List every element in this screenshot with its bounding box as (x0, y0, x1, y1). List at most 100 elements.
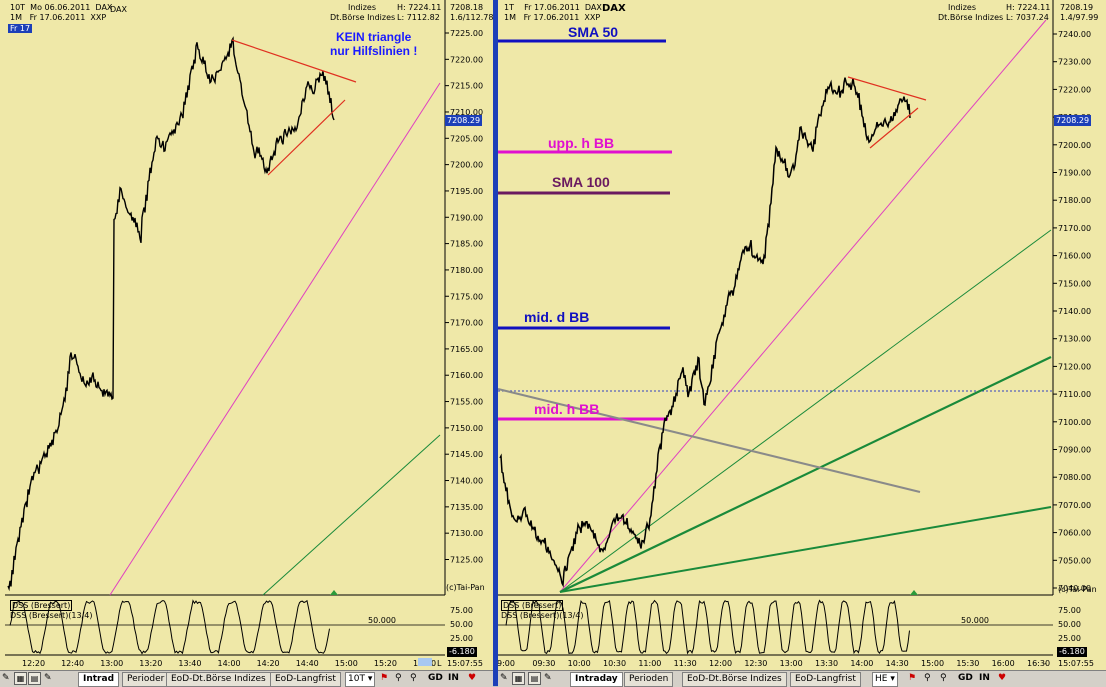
right-header-line1: 1T Fr 17.06.2011 DAX (504, 3, 602, 13)
annotation-line1: KEIN triangle (335, 30, 412, 44)
right-period-select[interactable]: HE ▾ (872, 672, 898, 687)
left-x-tick-label: 13:00 (100, 659, 123, 668)
left-heart-icon[interactable]: ♥ (468, 673, 477, 683)
right-in-button[interactable]: IN (979, 673, 990, 683)
right-draw-icon[interactable]: ✎ (500, 673, 508, 683)
right-chart-canvas[interactable]: 7240.007230.007220.007210.007200.007190.… (498, 0, 1106, 670)
right-toolbar: ✎ ▦ ▤ ✎ Intraday Perioden EoD-Dt.Börse I… (498, 670, 1106, 687)
left-osc-axis-label: 50.00 (450, 620, 473, 629)
left-tab-perioden[interactable]: Perioder (122, 672, 170, 687)
right-x-tick-label: 15:00 (921, 659, 944, 668)
left-price-tag: 7208.29 (445, 115, 483, 126)
left-chart-canvas[interactable]: 7225.00 7220.00 7215.00 7210.00 7205.00 7200.… (0, 0, 493, 670)
right-tab-longterm[interactable]: EoD-Langfrist (790, 672, 861, 687)
right-tab-eod[interactable]: EoD-Dt.Börse Indizes (682, 672, 787, 687)
right-date-2: Fr 17.06.2011 (523, 13, 580, 22)
right-save-icon[interactable]: ▤ (528, 672, 541, 685)
left-flag-icon[interactable]: ⚑ (380, 673, 389, 683)
left-triangle-upper (231, 39, 357, 83)
right-osc-axis-label: 25.00 (1058, 634, 1081, 643)
left-tab-longterm[interactable]: EoD-Langfrist (270, 672, 341, 687)
left-pin-icon[interactable]: ⚲ (410, 673, 417, 683)
right-oscillator-line (505, 599, 910, 655)
left-high: H: 7224.11 (397, 3, 442, 12)
left-x-tick-label: 14:00 (218, 659, 241, 668)
left-gd-button[interactable]: GD (428, 673, 443, 683)
right-osc-value: -6.180 (1057, 647, 1087, 657)
right-y-tick-label: 7060.00 (1058, 529, 1091, 538)
left-change: 1.6/112.78 (450, 13, 493, 22)
right-y-tick-label: 7160.00 (1058, 252, 1091, 261)
left-pen-icon[interactable]: ✎ (44, 673, 52, 683)
right-x-tick-label: 15:30 (956, 659, 979, 668)
left-period-2: 1M (10, 13, 22, 22)
right-category: Indizes (948, 3, 977, 12)
right-green-trendline-thick (559, 356, 1052, 593)
left-tab-intraday[interactable]: Intrad (78, 672, 120, 687)
right-triangle-lower (869, 107, 919, 149)
left-annotation: KEIN triangle nur Hilfslinien ! (330, 30, 417, 58)
left-save-icon[interactable]: ▤ (28, 672, 41, 685)
left-y-tick-label: 7185.00 (450, 240, 483, 249)
left-green-marker (330, 590, 338, 595)
left-x-tick-label: 15:20 (374, 659, 397, 668)
left-chart-pane[interactable]: 7225.00 7220.00 7215.00 7210.00 7205.00 7200.… (0, 0, 493, 670)
right-x-tick-label: 13:30 (815, 659, 838, 668)
left-in-button[interactable]: IN (448, 673, 459, 683)
right-chart-pane[interactable]: 7240.007230.007220.007210.007200.007190.… (498, 0, 1106, 670)
right-header-line2: 1M Fr 17.06.2011 XXP (504, 13, 600, 23)
right-zoom-icon[interactable]: ⚲ (924, 673, 931, 683)
right-gray-trendline (498, 388, 921, 493)
left-x-tick-label: 15:00 (335, 659, 358, 668)
left-period-select[interactable]: 10T ▾ (345, 672, 376, 687)
left-y-tick-label: 7165.00 (450, 345, 483, 354)
left-y-tick-label: 7195.00 (450, 187, 483, 196)
left-date: Mo 06.06.2011 (30, 3, 91, 12)
left-osc-name-2: DSS (Bressert)(13/4) (10, 611, 93, 620)
right-y-tick-label: 7120.00 (1058, 362, 1091, 371)
left-zoom-icon[interactable]: ⚲ (395, 673, 402, 683)
left-y-tick-label: 7180.00 (450, 266, 483, 275)
right-y-tick-label: 7080.00 (1058, 473, 1091, 482)
right-flag-icon[interactable]: ⚑ (908, 673, 917, 683)
right-heart-icon[interactable]: ♥ (998, 673, 1007, 683)
pane-divider[interactable] (493, 0, 498, 686)
left-draw-icon[interactable]: ✎ (2, 673, 10, 683)
right-date: Fr 17.06.2011 (524, 3, 580, 12)
left-symbol: DAX (95, 3, 113, 12)
right-green-trendline-flat (559, 506, 1052, 593)
right-pen-icon[interactable]: ✎ (544, 673, 552, 683)
right-gd-button[interactable]: GD (958, 673, 973, 683)
right-x-tick-label: 10:30 (603, 659, 626, 668)
left-y-tick-label: 7200.00 (450, 161, 483, 170)
left-x-tick-label: 14:20 (257, 659, 280, 668)
level-sma50-label: SMA 50 (568, 24, 619, 40)
right-y-tick-label: 7040.00 (1058, 584, 1091, 593)
right-y-tick-label: 7140.00 (1058, 307, 1091, 316)
left-y-tick-label: 7150.00 (450, 424, 483, 433)
right-pin-icon[interactable]: ⚲ (940, 673, 947, 683)
left-date-2: Fr 17.06.2011 (29, 13, 86, 22)
right-y-tick-label: 7150.00 (1058, 279, 1091, 288)
left-y-tick-label: 7220.00 (450, 55, 483, 64)
right-clock: 15:07:55 (1058, 659, 1094, 668)
left-low: L: 7112.82 (397, 13, 440, 22)
right-tab-intraday[interactable]: Intraday (570, 672, 623, 687)
left-y-tick-label: 7145.00 (450, 450, 483, 459)
right-magenta-trendline (559, 19, 1047, 593)
right-y-tick-label: 7070.00 (1058, 501, 1091, 510)
right-tab-perioden[interactable]: Perioden (624, 672, 674, 687)
right-period: 1T (504, 3, 514, 12)
left-grid-icon[interactable]: ▦ (14, 672, 27, 685)
left-copyright: (c)Tai-Pan (446, 583, 485, 592)
right-chart-symbol: DAX (602, 3, 626, 14)
left-tab-eod[interactable]: EoD-Dt.Börse Indizes (166, 672, 271, 687)
left-osc-value: -6.180 (447, 647, 477, 657)
right-green-marker (910, 590, 918, 595)
left-x-tick-label: 13:40 (178, 659, 201, 668)
level-mid-d-bb-label: mid. d BB (524, 309, 590, 325)
right-triangle-upper (847, 76, 927, 101)
left-y-tick-label: 7215.00 (450, 82, 483, 91)
right-grid-icon[interactable]: ▦ (512, 672, 525, 685)
